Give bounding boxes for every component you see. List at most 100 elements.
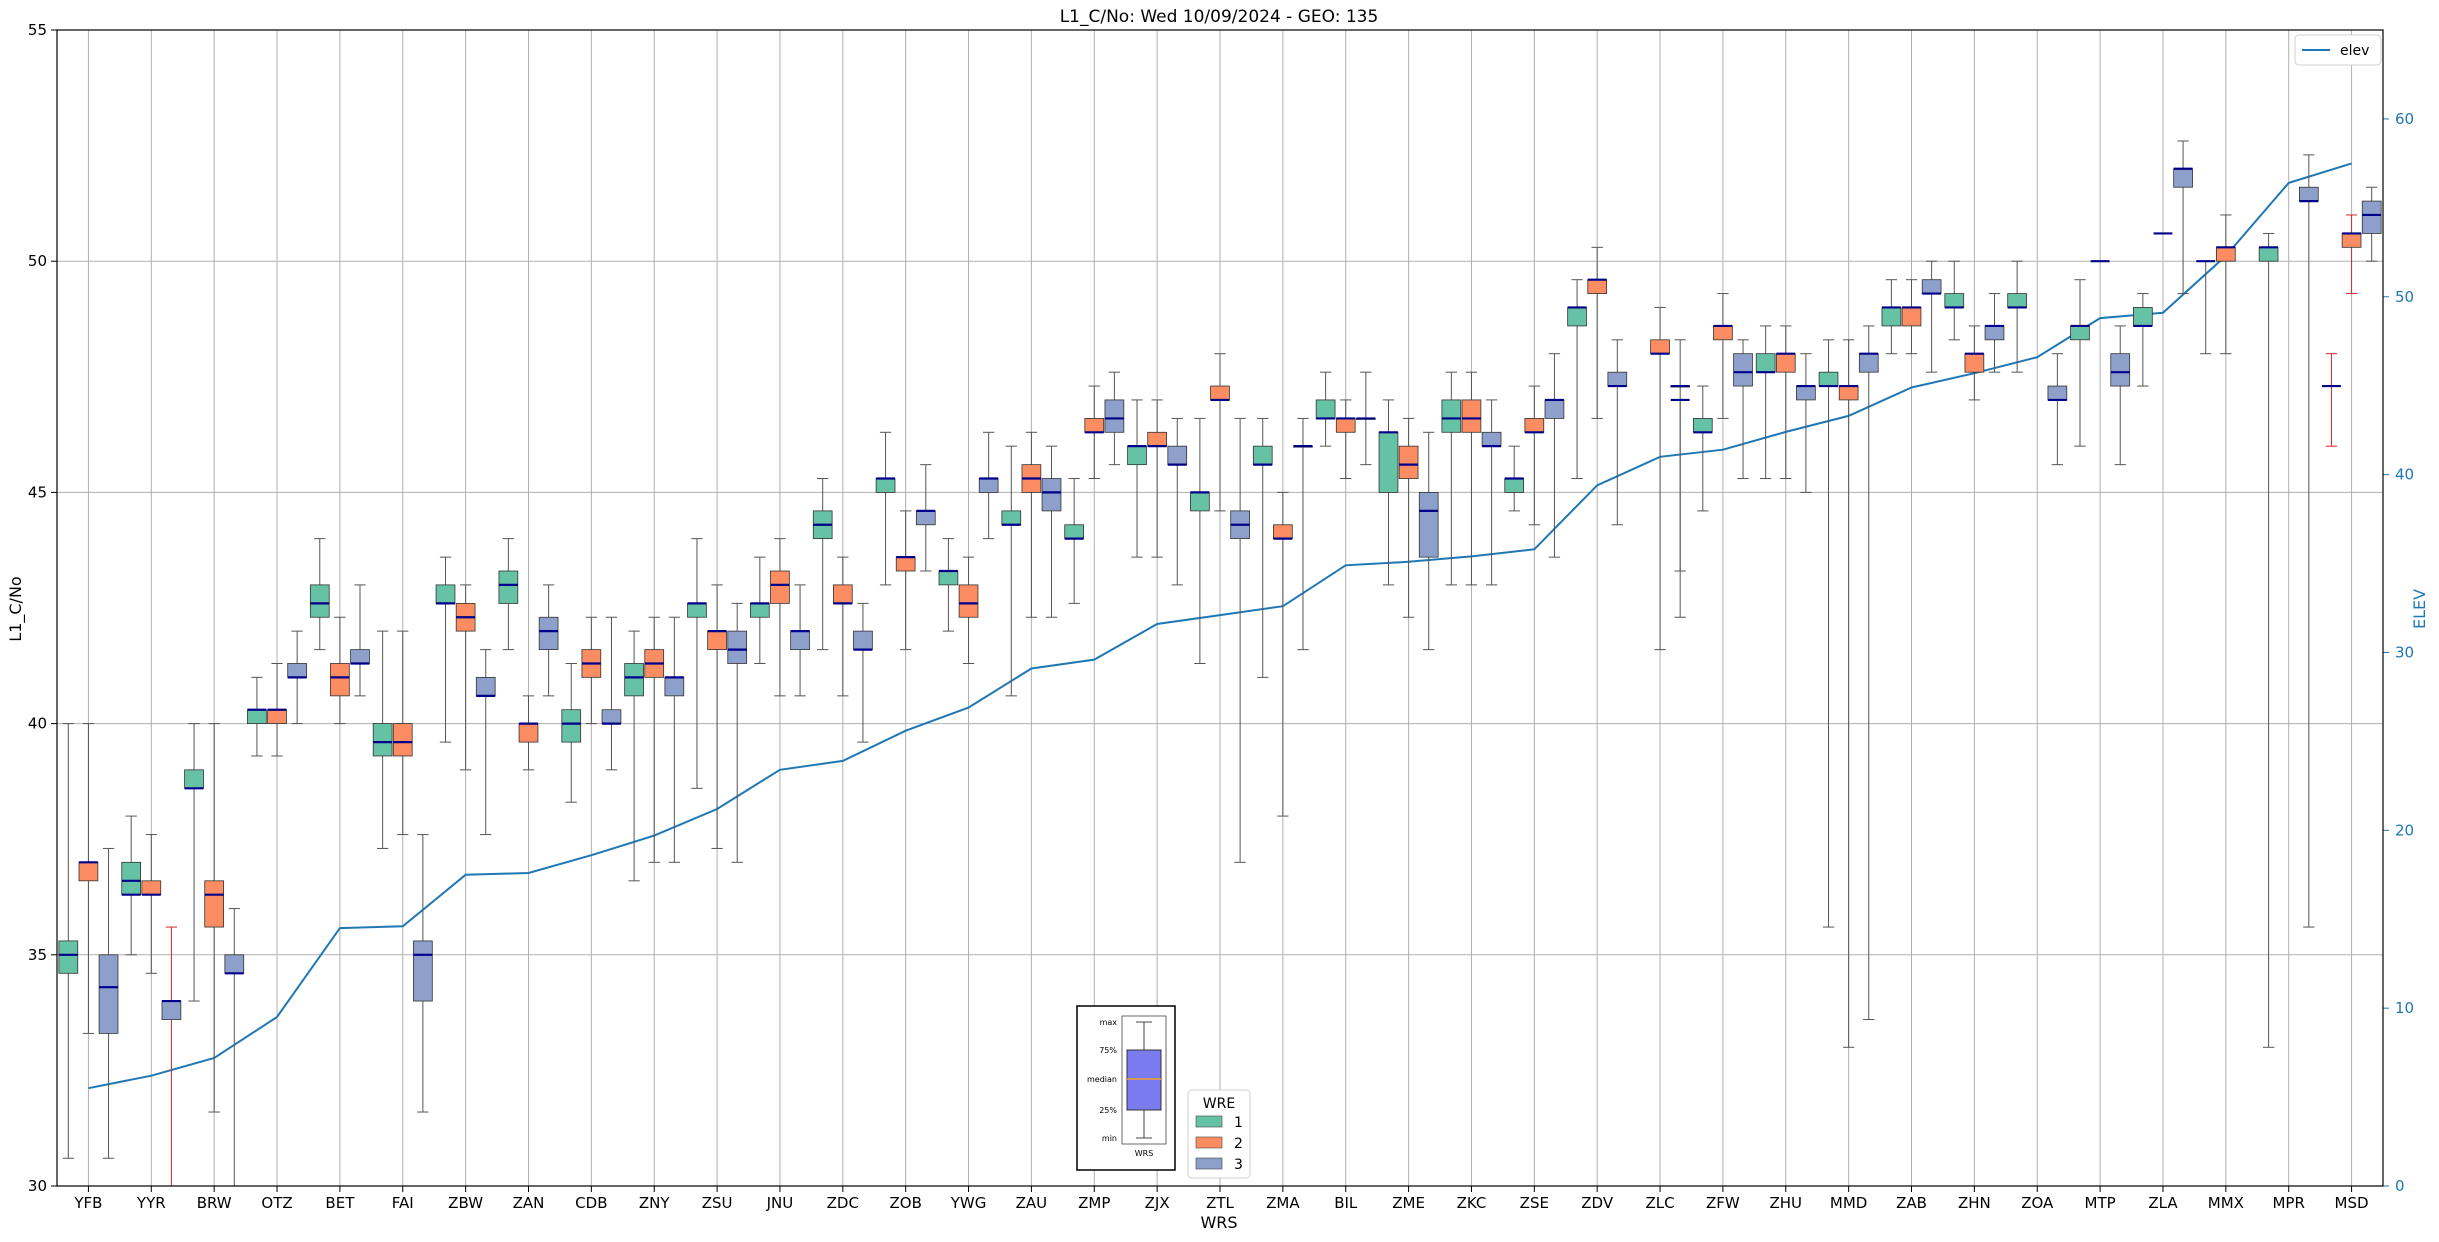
legend-swatch-1 [1195,1115,1223,1128]
box-body [1441,399,1462,433]
box-wre3-yyr [161,926,182,1186]
box-wre1-otz [247,676,267,757]
box-body [204,880,224,928]
box-wre3-yfb [98,847,119,1159]
x-tick-label: ZHU [1770,1194,1803,1212]
x-tick-label: MMX [2208,1194,2244,1212]
box-wre1-yyr [121,815,142,956]
box-body [2110,353,2131,387]
box-wre1-bet [309,538,330,651]
box-wre3-cdb [601,616,622,771]
box-wre2-yyr [141,834,162,974]
box-body [267,709,287,725]
x-tick-label: BET [325,1194,355,1212]
box-body [1167,445,1188,466]
box-wre3-zsu [727,602,748,863]
box-wre3-msd [2361,186,2382,262]
y-tick-label: 45 [28,483,47,501]
box-wre2-zse [1524,385,1545,526]
box-body [832,584,853,604]
boxplot-key-inset: max 75% median 25% min WRS [1076,1005,1176,1171]
box-wre3-zma [1293,417,1313,651]
inset-label-median: median [1087,1075,1117,1084]
box-body [1901,307,1922,327]
box-body [1084,418,1105,433]
box-body [538,616,559,651]
x-tick-label: OTZ [261,1194,292,1212]
box-body [1544,399,1565,419]
box-wre3-bet [350,584,370,697]
legend-label-3: 3 [1234,1157,1243,1173]
box-body [1315,399,1336,419]
box-wre1-zhu [1755,325,1776,480]
inset-label-xaxis: WRS [1135,1149,1154,1158]
box-wre2-mmx [2216,214,2236,355]
box-body [392,723,413,757]
x-axis-title: WRS [1200,1213,1237,1232]
box-wre2-zlc [1650,306,1670,651]
box-wre3-mtp [2110,325,2131,466]
x-tick-label: ZME [1392,1194,1425,1212]
x-tick-label: ZOA [2021,1194,2054,1212]
box-body [1587,279,1608,294]
box-wre3-ztl [1230,417,1250,863]
box-wre2-bil [1335,399,1356,480]
box-wre1-zse [1504,445,1525,512]
box-body [1252,445,1273,466]
box-body [1818,371,1839,387]
box-body [1838,385,1859,401]
box-wre3-zdc [853,602,873,743]
box-wre1-zkc [1441,371,1462,586]
box-body [2341,233,2362,248]
box-wre2-msd [2341,214,2362,295]
elev-legend: elev [2294,34,2382,66]
y-right-tick-label: 0 [2395,1177,2405,1195]
x-tick-label: ZLC [1645,1194,1674,1212]
box-wre2-zmp [1084,385,1105,480]
box-wre1-zdc [812,478,833,651]
box-body [435,584,456,604]
box-wre3-bil [1356,371,1376,466]
box-body [770,570,790,604]
box-body [1567,307,1587,327]
x-tick-label: ZJX [1145,1194,1170,1212]
box-wre3-otz [287,630,307,725]
box-body [141,880,162,896]
box-body [2007,293,2027,308]
box-body [978,478,999,493]
x-tick-label: ZAN [513,1194,545,1212]
box-body [1921,279,1942,294]
box-body [224,954,245,974]
y-right-tick-label: 40 [2395,466,2414,484]
x-tick-label: ZFW [1706,1194,1740,1212]
y-right-tick-label: 60 [2395,110,2414,128]
box-body [1858,353,1879,373]
x-tick-label: ZTL [1206,1194,1234,1212]
box-body [1524,418,1545,433]
y-right-tick-label: 30 [2395,643,2414,661]
box-wre1-jnu [749,556,770,664]
box-body [2258,246,2279,262]
box-wre3-zbw [475,649,496,836]
box-wre1-zla [2133,293,2153,387]
box-wre2-zma [1273,491,1293,817]
y-tick-label: 40 [28,715,47,733]
box-body [895,556,916,572]
box-body [1147,431,1167,447]
box-body [1713,325,1733,341]
box-wre2-jnu [770,538,790,697]
box-body [350,649,370,664]
box-wre1-mtp [2070,279,2090,447]
box-body [2173,168,2193,188]
box-wre2-zme [1398,417,1419,618]
box-wre2-zjx [1147,399,1167,558]
box-wre1-mpr [2258,232,2279,1048]
box-wre3-zan [538,584,559,697]
box-wre2-zau [1021,431,1042,618]
box-wre3-zme [1418,431,1439,651]
box-wre2-ywg [958,556,979,664]
box-wre2-zkc [1461,371,1482,586]
box-wre2-mmd [1838,339,1859,1048]
box-body [1775,353,1796,373]
box-wre1-mmd [1818,339,1839,928]
